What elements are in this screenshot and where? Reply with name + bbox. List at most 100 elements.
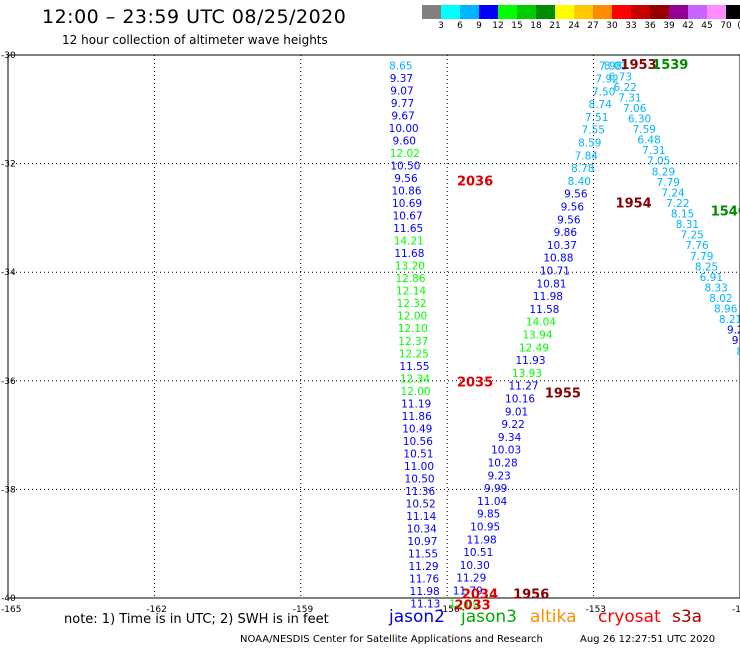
color-scale-tick: 70 [720,21,732,31]
longitude-tick-label: -156 [439,605,460,615]
satellite-tracks: 8.659.379.079.779.6710.009.6012.0210.509… [389,61,740,611]
wave-height-value: 11.36 [405,486,435,498]
color-scale-tick: 27 [587,21,599,31]
pass-time-label: 1956 [513,587,549,602]
wave-height-value: 12.32 [397,298,427,310]
color-scale-tick: 33 [625,21,637,31]
wave-height-value: 11.65 [393,223,423,235]
color-swatch [631,5,650,19]
color-swatch [650,5,669,19]
wave-height-value: 11.04 [477,496,507,508]
wave-height-value: 7.79 [657,177,680,189]
wave-height-value: 11.98 [410,586,440,598]
wave-height-value: 9.23 [487,470,510,482]
color-scale-tick: 12 [492,21,504,31]
wave-height-value: 12.86 [395,273,425,285]
wave-height-value: 10.56 [403,436,433,448]
pass-time-label: 1954 [616,196,652,211]
wave-height-value: 8.65 [389,61,412,73]
color-scale-tick: 18 [530,21,542,31]
wave-height-color-scale [422,5,740,19]
wave-height-value: 7.50 [592,86,615,98]
wave-height-value: 7.59 [633,124,656,136]
wave-height-value: 9.56 [557,214,581,226]
wave-height-value: 7.22 [666,198,689,210]
wave-height-value: 8.15 [671,209,694,221]
wave-height-value: 10.16 [505,393,535,405]
wave-height-value: 10.03 [491,445,521,457]
color-scale-tick: 15 [511,21,523,31]
wave-height-value: 11.79 [453,585,483,597]
color-scale-unit: (ft) [737,21,740,31]
wave-height-value: 10.51 [403,448,433,460]
wave-height-value: 7.51 [585,112,608,124]
wave-height-value: 8.33 [704,282,727,294]
wave-height-value: 7.55 [582,125,605,137]
wave-height-value: 12.49 [519,342,549,354]
color-swatch [441,5,460,19]
color-swatch [612,5,631,19]
wave-height-value: 10.71 [540,266,570,278]
wave-height-value: 12.14 [396,286,426,298]
pass-time-label: 2033 [455,598,491,613]
wave-height-value: 7.05 [647,156,670,168]
color-scale-tick: 24 [568,21,580,31]
wave-height-value: 9.56 [564,189,588,201]
pass-time-label: 1953 [620,58,656,73]
wave-height-value: 10.50 [390,161,420,173]
wave-height-value: 7.24 [661,187,685,199]
wave-height-value: 10.34 [407,523,437,535]
color-swatch [707,5,726,19]
wave-height-value: 11.19 [401,398,431,410]
wave-height-value: 9.07 [390,86,413,98]
satellite-track: 8.659.379.079.779.6710.009.6012.0210.509… [389,61,441,611]
pass-time-label: 2036 [457,175,493,190]
latitude-tick-label: -36 [1,377,16,387]
longitude-tick-label: -159 [293,605,314,615]
color-scale-tick: 30 [606,21,618,31]
latitude-tick-label: -30 [1,51,16,61]
color-swatch [555,5,574,19]
wave-height-value: 13.20 [395,261,425,273]
color-swatch [574,5,593,19]
wave-height-value: 11.14 [406,511,436,523]
wave-height-value: 10.81 [536,278,566,290]
wave-height-value: 7.76 [685,240,709,252]
color-swatch [669,5,688,19]
wave-height-value: 9.56 [561,202,585,214]
color-swatch [517,5,536,19]
wave-height-value: 8.02 [709,293,732,305]
wave-height-value: 10.50 [405,473,435,485]
wave-height-value: 11.13 [410,598,440,610]
latitude-tick-label: -40 [1,594,16,604]
footer-credit: NOAA/NESDIS Center for Satellite Applica… [240,634,543,645]
wave-height-value: 9.56 [394,173,418,185]
wave-height-value: 9.01 [505,406,528,418]
latitude-tick-label: -32 [1,160,16,170]
legend-entry-cryosat: cryosat [598,607,661,627]
map-frame [7,54,740,599]
wave-height-value: 7.84 [575,150,599,162]
longitude-tick-label: -165 [1,605,21,615]
pass-time-label: 1955 [545,387,581,402]
longitude-tick-label: -162 [146,605,166,615]
wave-height-value: 12.02 [390,148,420,160]
wave-height-value: 6.48 [637,135,660,147]
wave-height-value: 11.29 [409,561,439,573]
color-swatch [460,5,479,19]
wave-height-value: 8.74 [589,99,613,111]
generated-timestamp: Aug 26 12:27:51 UTC 2020 [580,634,716,645]
color-swatch [593,5,612,19]
wave-height-value: 11.98 [467,534,497,546]
wave-height-value: 13.93 [512,368,542,380]
wave-height-value: 6.73 [609,71,632,83]
latitude-tick-label: -34 [1,268,16,278]
wave-height-value: 8.01 [604,61,627,73]
wave-height-value: 8.25 [695,261,718,273]
wave-height-value: 10.30 [460,560,490,572]
wave-height-value: 14.04 [526,317,556,329]
wave-height-value: 10.51 [463,547,493,559]
wave-height-value: 11.86 [402,411,432,423]
units-note: note: 1) Time is in UTC; 2) SWH is in fe… [64,612,329,627]
